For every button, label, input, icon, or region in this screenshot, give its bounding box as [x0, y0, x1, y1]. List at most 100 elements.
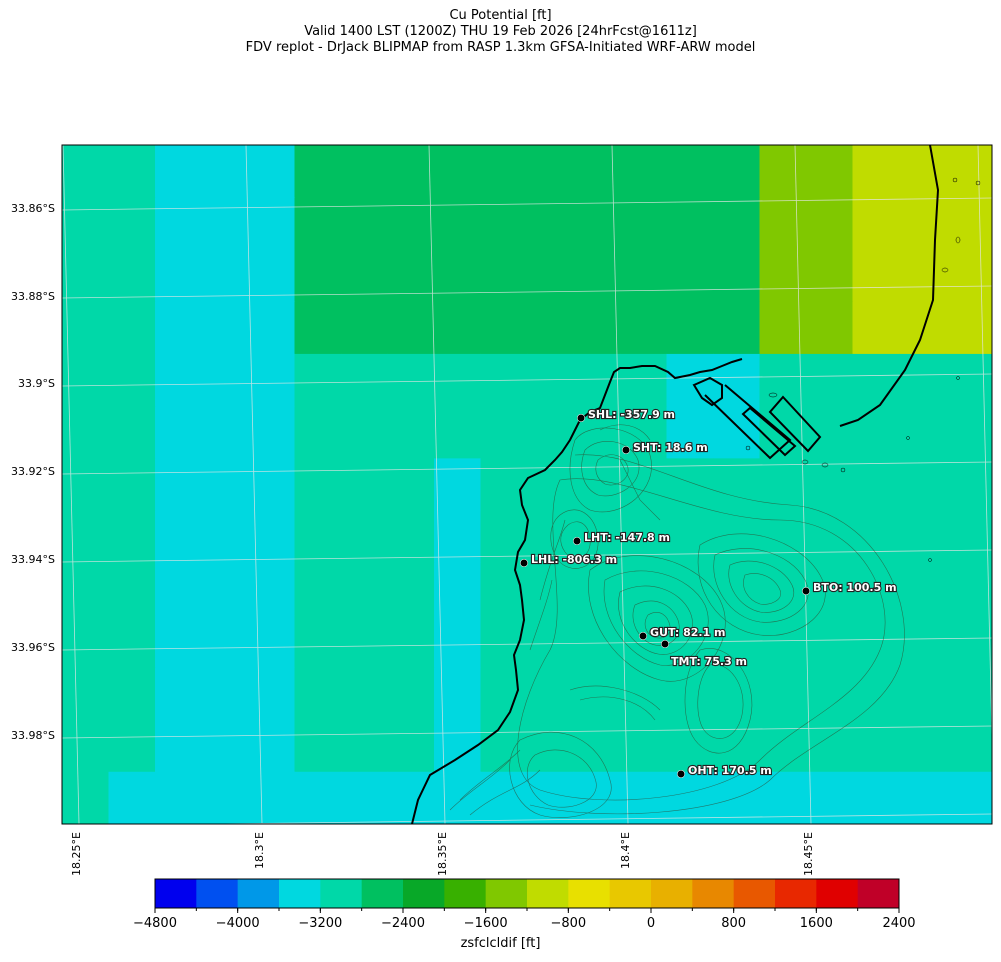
grid-cell: [852, 249, 900, 303]
grid-cell: [852, 301, 900, 355]
latitude-labels: 33.86°S 33.88°S 33.9°S 33.92°S 33.94°S 3…: [11, 202, 55, 742]
cu-potential-grid: [62, 145, 992, 824]
grid-cell: [899, 458, 947, 512]
grid-cell: [527, 458, 575, 512]
grid-cell: [806, 406, 854, 459]
grid-cell: [899, 615, 947, 668]
grid-cell: [480, 249, 528, 303]
grid-cell: [434, 615, 482, 668]
grid-cell: [248, 145, 296, 198]
grid-cell: [294, 353, 342, 407]
grid-cell: [201, 562, 249, 616]
grid-cell: [248, 667, 296, 721]
title-line-1: Cu Potential [ft]: [449, 8, 552, 23]
grid-cell: [341, 197, 389, 251]
grid-cell: [294, 510, 342, 564]
grid-cell: [434, 145, 482, 198]
grid-cell: [573, 145, 621, 198]
grid-cell: [666, 197, 714, 251]
grid-cell: [759, 458, 807, 512]
graticule: [62, 145, 992, 824]
grid-cell: [294, 197, 342, 251]
grid-cell: [666, 301, 714, 355]
grid-cell: [294, 301, 342, 355]
grid-cell: [62, 353, 110, 407]
colorbar-swatch: [403, 879, 445, 908]
colorbar-tick-label: 1600: [800, 916, 833, 931]
grid-cell: [434, 301, 482, 355]
station-label: OHT: 170.5 m: [688, 764, 772, 777]
grid-cell: [527, 197, 575, 251]
grid-cell: [713, 145, 761, 198]
lon-label: 18.35°E: [436, 832, 449, 876]
grid-cell: [759, 562, 807, 616]
grid-cell: [201, 771, 249, 824]
colorbar-tick-label: 800: [721, 916, 746, 931]
grid-cell: [248, 458, 296, 512]
colorbar-tick-label: −4800: [133, 916, 177, 931]
grid-cell: [899, 510, 947, 564]
grid-cell: [527, 249, 575, 303]
grid-cell: [480, 197, 528, 251]
stations: SHL: -357.9 m SHT: 18.6 m LHT: -147.8 m …: [520, 407, 898, 778]
grid-cell: [945, 197, 992, 251]
grid-cell: [759, 771, 807, 824]
grid-cell: [294, 667, 342, 721]
grid-cell: [620, 249, 668, 303]
grid-cell: [480, 301, 528, 355]
colorbar-swatch: [237, 879, 280, 908]
grid-cell: [387, 301, 435, 355]
grid-cell: [899, 249, 947, 303]
colorbar-tick-label: −4000: [216, 916, 260, 931]
grid-cell: [899, 406, 947, 459]
title-line-2: Valid 1400 LST (1200Z) THU 19 Feb 2026 […: [304, 24, 697, 39]
grid-cell: [806, 615, 854, 668]
grid-cell: [713, 406, 761, 459]
grid-cell: [341, 145, 389, 198]
grid-cell: [155, 510, 203, 564]
station-label: LHL: -806.3 m: [531, 553, 617, 566]
grid-cell: [806, 510, 854, 564]
colorbar-swatch: [692, 879, 735, 908]
grid-cell: [945, 145, 992, 198]
grid-cell: [806, 353, 854, 407]
colorbar-tick-label: 0: [647, 916, 655, 931]
grid-cell: [434, 771, 482, 824]
colorbar-swatch: [651, 879, 693, 908]
grid-cell: [806, 249, 854, 303]
grid-cell: [201, 197, 249, 251]
grid-cell: [573, 667, 621, 721]
grid-cell: [341, 562, 389, 616]
grid-cell: [201, 510, 249, 564]
grid-cell: [666, 562, 714, 616]
grid-cell: [620, 197, 668, 251]
station-gut: GUT: 82.1 m: [639, 625, 727, 640]
grid-cell: [573, 562, 621, 616]
grid-cell: [759, 615, 807, 668]
grid-cell: [108, 562, 156, 616]
grid-cell: [480, 510, 528, 564]
grid-cell: [434, 249, 482, 303]
grid-cell: [62, 458, 110, 512]
grid-cell: [387, 406, 435, 459]
grid-cell: [852, 562, 900, 616]
station-marker: [639, 632, 647, 640]
figure-title: Cu Potential [ft] Valid 1400 LST (1200Z)…: [0, 8, 1001, 56]
grid-cell: [201, 301, 249, 355]
grid-cell: [155, 458, 203, 512]
lat-label: 33.94°S: [11, 553, 55, 566]
station-bto: BTO: 100.5 m: [802, 580, 898, 595]
grid-cell: [108, 719, 156, 773]
grid-cell: [945, 301, 992, 355]
grid-cell: [108, 145, 156, 198]
grid-cell: [155, 667, 203, 721]
grid-cell: [248, 615, 296, 668]
grid-cell: [62, 145, 110, 198]
grid-cell: [480, 771, 528, 824]
grid-cell: [62, 719, 110, 773]
station-sht: SHT: 18.6 m: [622, 440, 709, 455]
station-label: GUT: 82.1 m: [650, 626, 726, 639]
grid-cell: [759, 197, 807, 251]
colorbar-tick-label: −800: [550, 916, 586, 931]
grid-cell: [945, 667, 992, 721]
